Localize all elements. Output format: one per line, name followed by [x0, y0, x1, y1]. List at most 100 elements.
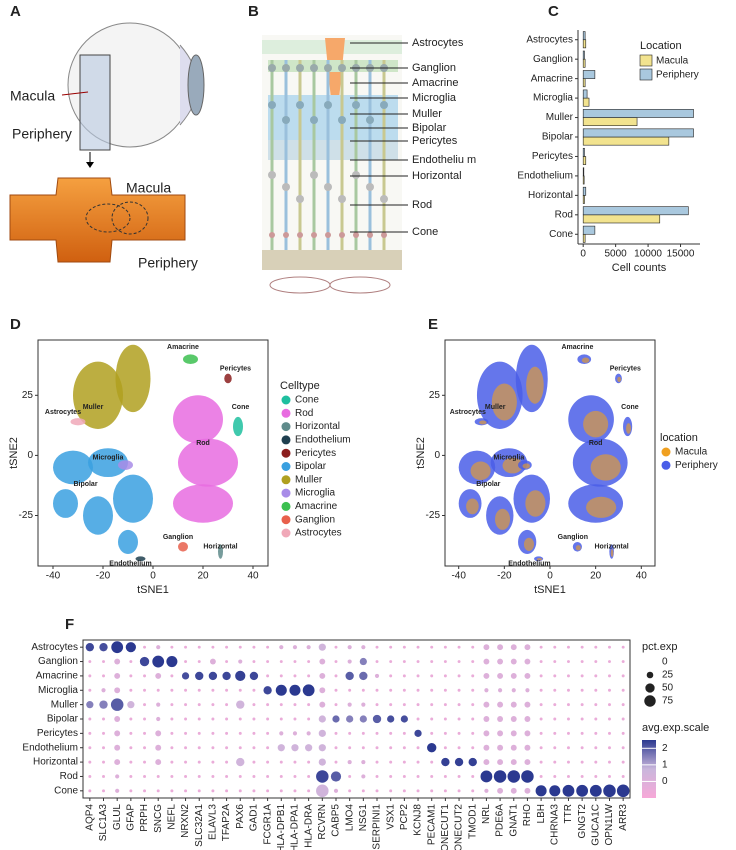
y-tick-label: Bipolar	[542, 132, 574, 143]
dot	[594, 645, 598, 649]
dot	[457, 674, 461, 678]
cell-body	[352, 171, 360, 179]
x-tick-label: 0	[580, 249, 586, 260]
cluster-label: Bipolar	[476, 481, 500, 488]
legend-label: Horizontal	[295, 421, 340, 432]
cluster-label: Rod	[589, 440, 603, 447]
dot	[566, 688, 570, 692]
dot	[222, 671, 231, 681]
dot	[594, 746, 598, 750]
cell-body	[338, 116, 346, 124]
panel-label: C	[548, 3, 559, 20]
x-tick-label: 10000	[634, 249, 662, 260]
x-tick-label: ONECUT2	[454, 804, 465, 850]
dot	[197, 703, 201, 707]
legend-swatch	[281, 448, 291, 458]
dot	[539, 703, 543, 707]
dot	[225, 703, 229, 707]
dot	[510, 716, 517, 722]
dot	[238, 774, 242, 778]
label: Ganglion	[412, 62, 456, 74]
dot	[170, 789, 174, 793]
y-tick-label: 25	[429, 390, 441, 401]
dot	[307, 717, 311, 721]
dot	[292, 645, 298, 650]
dot	[375, 731, 379, 735]
dot	[279, 731, 284, 736]
legend-swatch	[281, 515, 291, 525]
y-tick-label: Ganglion	[533, 54, 573, 65]
dot	[184, 774, 188, 778]
dot	[348, 774, 352, 778]
cluster	[466, 498, 479, 515]
legend-swatch	[281, 422, 291, 432]
bar	[582, 97, 590, 107]
cluster-label: Astrocytes	[450, 409, 486, 416]
dot	[319, 701, 326, 708]
cluster-label: Astrocytes	[45, 409, 81, 416]
dot	[389, 645, 393, 649]
dot	[293, 717, 297, 721]
y-tick-label: Muller	[546, 112, 574, 123]
dot	[566, 660, 570, 664]
cluster-label: Microglia	[494, 455, 525, 462]
dot	[307, 703, 311, 707]
x-tick-label: SNCG	[153, 804, 164, 833]
dot	[307, 674, 311, 678]
cluster	[526, 366, 544, 404]
dot	[143, 645, 147, 649]
dot	[170, 688, 174, 692]
x-tick-label: ARR3	[618, 804, 629, 831]
plot-frame	[82, 639, 631, 799]
dot	[402, 688, 406, 692]
cell-body	[310, 171, 318, 179]
dot	[238, 645, 242, 649]
dot	[608, 645, 611, 649]
dot	[389, 746, 393, 750]
cluster	[536, 557, 543, 561]
y-tick-label: Rod	[60, 771, 78, 782]
dot	[155, 744, 162, 751]
dot	[580, 660, 584, 664]
dot	[430, 774, 434, 778]
dot	[375, 760, 379, 764]
dot	[457, 688, 461, 692]
dot	[361, 789, 365, 793]
dot	[389, 703, 393, 707]
dot	[238, 688, 242, 692]
legend-swatch	[281, 435, 291, 445]
dot	[114, 759, 121, 766]
x-tick-label: CABP5	[331, 804, 342, 837]
x-tick-label: -20	[96, 571, 111, 582]
y-tick-label: Microglia	[38, 685, 78, 696]
dot	[143, 760, 147, 764]
dot	[266, 774, 270, 778]
x-tick-label: SERPINI1	[372, 804, 383, 850]
x-tick-label: SLC1A3	[98, 804, 109, 842]
dot	[389, 774, 393, 778]
dot	[101, 688, 106, 693]
dot	[443, 717, 447, 721]
legend-title: Location	[640, 40, 682, 52]
bar	[582, 109, 694, 118]
dot	[170, 645, 174, 649]
x-tick-label: PRPH	[139, 804, 150, 832]
y-tick-label: Ganglion	[38, 656, 78, 667]
dot	[225, 660, 229, 664]
dot	[524, 672, 531, 679]
dot	[497, 730, 504, 737]
x-tick-label: HLA-DPB1	[276, 804, 287, 850]
y-tick-label: Horizontal	[528, 190, 573, 201]
dot	[143, 746, 147, 750]
dot	[266, 789, 270, 793]
label: Periphery	[12, 126, 72, 142]
cluster	[617, 376, 622, 383]
cell-body	[339, 232, 345, 238]
dot	[389, 731, 393, 735]
dot	[457, 774, 461, 778]
dot	[402, 645, 406, 649]
x-tick-label: TFAP2A	[221, 804, 232, 842]
dot	[510, 672, 517, 679]
dot	[334, 703, 338, 707]
dot	[566, 746, 570, 750]
